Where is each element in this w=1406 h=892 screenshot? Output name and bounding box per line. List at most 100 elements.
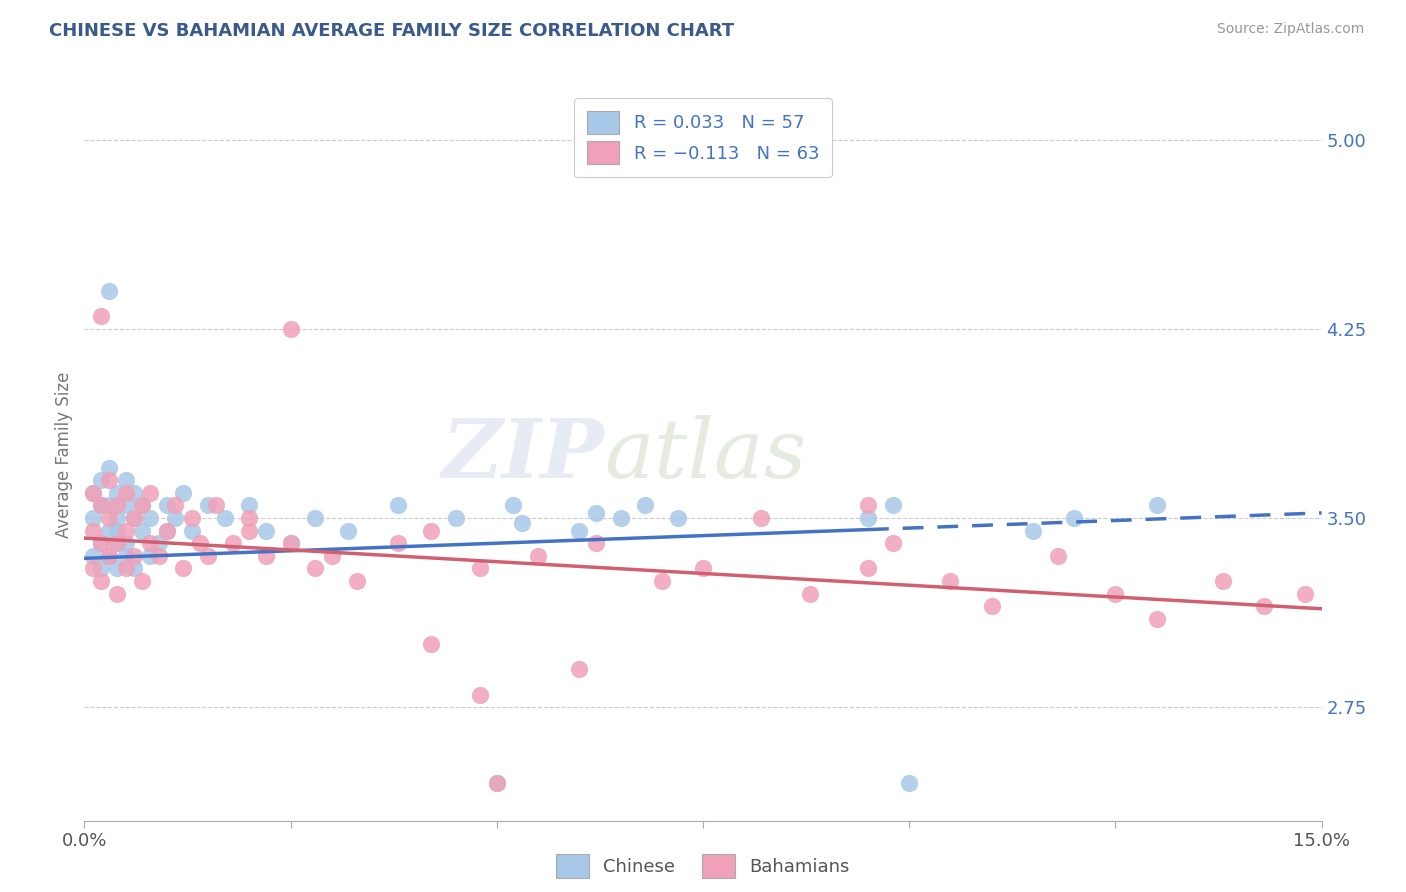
Point xyxy=(114,524,136,538)
Point xyxy=(1104,587,1126,601)
Point xyxy=(105,536,128,550)
Point xyxy=(90,574,112,588)
Point xyxy=(280,536,302,550)
Point xyxy=(485,776,508,790)
Point xyxy=(980,599,1002,614)
Legend: Chinese, Bahamians: Chinese, Bahamians xyxy=(550,847,856,885)
Point xyxy=(82,561,104,575)
Point xyxy=(238,499,260,513)
Point xyxy=(114,485,136,500)
Point xyxy=(882,499,904,513)
Point xyxy=(98,549,121,563)
Point xyxy=(105,524,128,538)
Point xyxy=(568,524,591,538)
Point xyxy=(105,561,128,575)
Point xyxy=(90,309,112,323)
Point xyxy=(131,499,153,513)
Point xyxy=(749,511,772,525)
Point xyxy=(114,561,136,575)
Point xyxy=(156,524,179,538)
Point xyxy=(214,511,236,525)
Point xyxy=(131,524,153,538)
Point xyxy=(238,524,260,538)
Point xyxy=(172,561,194,575)
Text: Source: ZipAtlas.com: Source: ZipAtlas.com xyxy=(1216,22,1364,37)
Point xyxy=(692,561,714,575)
Point xyxy=(98,549,121,563)
Point xyxy=(280,322,302,336)
Point xyxy=(139,536,162,550)
Point xyxy=(666,511,689,525)
Point xyxy=(105,536,128,550)
Point xyxy=(321,549,343,563)
Point xyxy=(156,524,179,538)
Point xyxy=(114,549,136,563)
Point xyxy=(205,499,228,513)
Point xyxy=(98,284,121,298)
Point xyxy=(122,549,145,563)
Point xyxy=(1294,587,1316,601)
Point xyxy=(172,485,194,500)
Point xyxy=(148,549,170,563)
Point xyxy=(90,499,112,513)
Point xyxy=(419,524,441,538)
Point xyxy=(1146,499,1168,513)
Point xyxy=(139,511,162,525)
Point xyxy=(114,536,136,550)
Point xyxy=(188,536,211,550)
Point xyxy=(148,536,170,550)
Point xyxy=(222,536,245,550)
Point xyxy=(165,511,187,525)
Point xyxy=(882,536,904,550)
Point xyxy=(105,511,128,525)
Point xyxy=(197,549,219,563)
Point xyxy=(165,499,187,513)
Text: atlas: atlas xyxy=(605,415,807,495)
Point xyxy=(304,561,326,575)
Point xyxy=(139,549,162,563)
Point xyxy=(585,536,607,550)
Point xyxy=(527,549,550,563)
Point xyxy=(156,499,179,513)
Point xyxy=(98,499,121,513)
Point xyxy=(304,511,326,525)
Point xyxy=(122,511,145,525)
Point xyxy=(337,524,360,538)
Point xyxy=(1063,511,1085,525)
Y-axis label: Average Family Size: Average Family Size xyxy=(55,372,73,538)
Point xyxy=(90,536,112,550)
Point xyxy=(419,637,441,651)
Point xyxy=(387,499,409,513)
Point xyxy=(98,524,121,538)
Point xyxy=(82,485,104,500)
Point xyxy=(90,536,112,550)
Point xyxy=(502,499,524,513)
Point xyxy=(346,574,368,588)
Point xyxy=(131,574,153,588)
Point xyxy=(799,587,821,601)
Point xyxy=(1046,549,1069,563)
Text: CHINESE VS BAHAMIAN AVERAGE FAMILY SIZE CORRELATION CHART: CHINESE VS BAHAMIAN AVERAGE FAMILY SIZE … xyxy=(49,22,734,40)
Point xyxy=(105,587,128,601)
Point xyxy=(114,499,136,513)
Point xyxy=(254,524,277,538)
Point xyxy=(82,511,104,525)
Point xyxy=(122,511,145,525)
Point xyxy=(90,473,112,487)
Text: ZIP: ZIP xyxy=(441,415,605,495)
Point xyxy=(98,460,121,475)
Point xyxy=(238,511,260,525)
Point xyxy=(114,473,136,487)
Point xyxy=(131,499,153,513)
Point xyxy=(898,776,921,790)
Point xyxy=(1212,574,1234,588)
Point xyxy=(98,473,121,487)
Point xyxy=(856,511,879,525)
Point xyxy=(609,511,631,525)
Point xyxy=(510,516,533,530)
Point xyxy=(1022,524,1045,538)
Point xyxy=(280,536,302,550)
Point xyxy=(856,561,879,575)
Point xyxy=(634,499,657,513)
Point xyxy=(470,561,492,575)
